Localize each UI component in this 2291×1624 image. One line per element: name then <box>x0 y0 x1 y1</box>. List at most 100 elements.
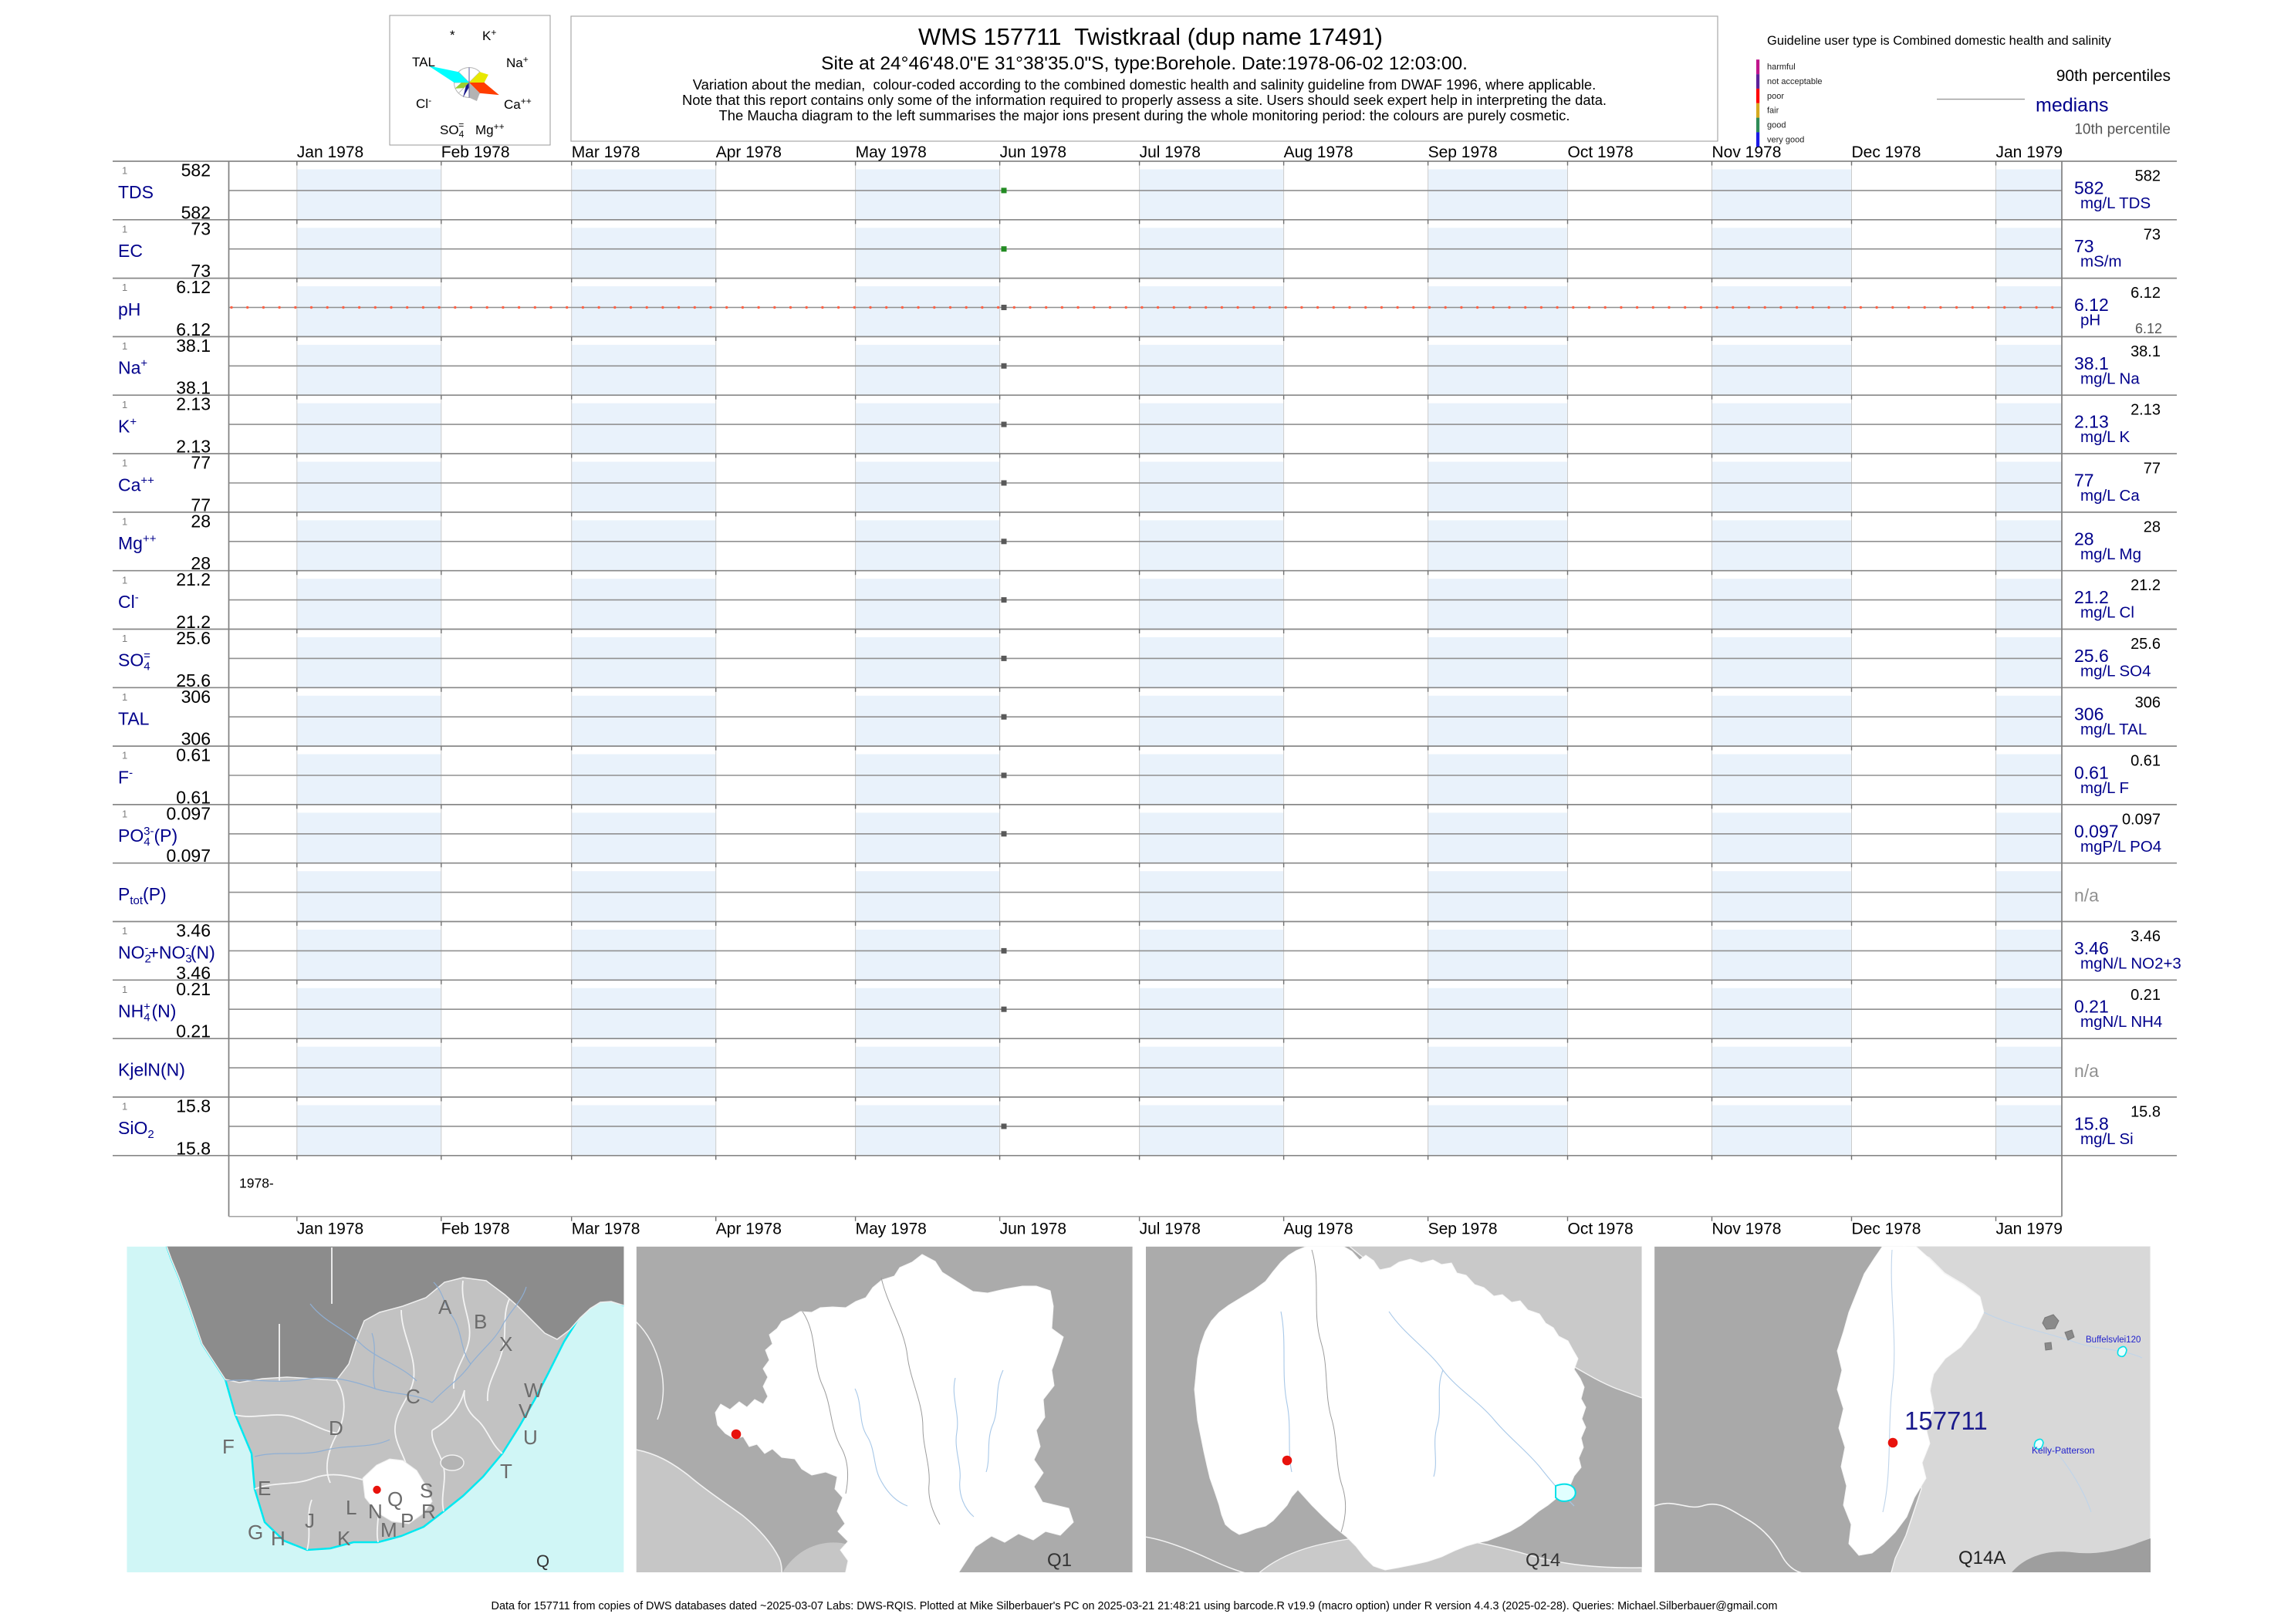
svg-text:F: F <box>222 1435 235 1458</box>
svg-text:15.8: 15.8 <box>176 1096 211 1116</box>
svg-text:306: 306 <box>181 687 211 707</box>
svg-text:pH: pH <box>2080 312 2100 329</box>
svg-text:mg/L Cl: mg/L Cl <box>2080 604 2134 622</box>
svg-text:mg/L F: mg/L F <box>2080 779 2129 797</box>
svg-text:2.13: 2.13 <box>2074 412 2109 432</box>
svg-text:Feb 1978: Feb 1978 <box>441 143 510 161</box>
svg-text:Nov 1978: Nov 1978 <box>1712 1221 1782 1238</box>
svg-text:21.2: 21.2 <box>2074 587 2109 607</box>
svg-text:1: 1 <box>122 516 127 528</box>
svg-text:Jan 1978: Jan 1978 <box>297 143 363 161</box>
svg-text:KjelN(N): KjelN(N) <box>118 1059 185 1079</box>
svg-text:medians: medians <box>2036 95 2109 116</box>
svg-text:77: 77 <box>191 495 211 515</box>
svg-text:28: 28 <box>191 511 211 531</box>
svg-text:Guideline user type is Combine: Guideline user type is Combined domestic… <box>1767 34 2111 48</box>
svg-text:582: 582 <box>2074 177 2103 198</box>
svg-text:SO4=: SO4= <box>118 650 150 674</box>
svg-text:0.21: 0.21 <box>176 979 211 999</box>
svg-text:6.12: 6.12 <box>2074 295 2109 315</box>
svg-text:mg/L Na: mg/L Na <box>2080 370 2140 387</box>
svg-text:Sep 1978: Sep 1978 <box>1428 143 1498 161</box>
svg-text:mg/L K: mg/L K <box>2080 428 2130 446</box>
svg-text:May 1978: May 1978 <box>856 1221 927 1238</box>
svg-text:Aug 1978: Aug 1978 <box>1284 1221 1353 1238</box>
svg-text:pH: pH <box>118 299 140 319</box>
svg-text:0.61: 0.61 <box>2074 763 2109 783</box>
svg-text:very good: very good <box>1767 135 1804 144</box>
svg-text:V: V <box>519 1399 532 1423</box>
svg-text:M: M <box>380 1518 397 1541</box>
svg-text:15.8: 15.8 <box>2074 1113 2109 1133</box>
svg-text:21.2: 21.2 <box>2130 577 2161 594</box>
svg-text:mgN/L NH4: mgN/L NH4 <box>2080 1013 2162 1031</box>
svg-text:NH4+(N): NH4+(N) <box>118 1001 176 1025</box>
svg-text:3.46: 3.46 <box>176 963 211 983</box>
svg-text:SO4=: SO4= <box>440 120 465 140</box>
svg-text:6.12: 6.12 <box>2135 321 2162 336</box>
svg-text:25.6: 25.6 <box>2074 646 2109 666</box>
svg-text:T: T <box>500 1460 512 1483</box>
svg-text:6.12: 6.12 <box>176 277 211 297</box>
svg-text:harmful: harmful <box>1767 62 1796 72</box>
svg-text:1: 1 <box>122 340 127 352</box>
svg-text:A: A <box>438 1295 452 1318</box>
svg-text:1: 1 <box>122 399 127 410</box>
svg-text:WMS 157711 Twistkraal (dup na: WMS 157711 Twistkraal (dup name 17491) <box>918 23 1383 50</box>
svg-text:157711: 157711 <box>1904 1406 1988 1435</box>
svg-text:306: 306 <box>2074 704 2103 724</box>
svg-text:38.1: 38.1 <box>176 336 211 356</box>
svg-text:TDS: TDS <box>118 182 154 202</box>
svg-text:1: 1 <box>122 457 127 469</box>
svg-text:PO43-(P): PO43-(P) <box>118 825 177 849</box>
svg-text:S: S <box>420 1479 433 1502</box>
svg-text:L: L <box>346 1496 356 1519</box>
svg-text:21.2: 21.2 <box>176 569 211 589</box>
svg-text:not acceptable: not acceptable <box>1767 77 1823 86</box>
svg-text:Dec 1978: Dec 1978 <box>1852 143 1921 161</box>
svg-text:E: E <box>258 1477 271 1500</box>
svg-text:582: 582 <box>181 202 211 222</box>
svg-text:J: J <box>305 1509 315 1532</box>
svg-text:K: K <box>337 1527 351 1550</box>
svg-text:1: 1 <box>122 282 127 293</box>
svg-text:0.097: 0.097 <box>166 846 211 866</box>
svg-text:Q: Q <box>387 1487 403 1511</box>
svg-text:Apr 1978: Apr 1978 <box>716 1221 782 1238</box>
svg-text:Q: Q <box>536 1551 549 1571</box>
svg-text:B: B <box>474 1310 487 1333</box>
svg-text:28: 28 <box>2074 528 2094 549</box>
svg-text:25.6: 25.6 <box>2130 636 2161 653</box>
svg-text:25.6: 25.6 <box>176 628 211 648</box>
svg-text:Kelly-Patterson: Kelly-Patterson <box>2032 1445 2094 1456</box>
svg-text:mg/L TAL: mg/L TAL <box>2080 721 2147 738</box>
svg-text:TAL: TAL <box>412 55 435 69</box>
svg-text:mg/L Mg: mg/L Mg <box>2080 545 2141 563</box>
svg-text:0.21: 0.21 <box>2074 997 2109 1017</box>
svg-text:U: U <box>523 1426 538 1449</box>
svg-text:1978-: 1978- <box>239 1176 274 1191</box>
svg-text:mgP/L PO4: mgP/L PO4 <box>2080 838 2161 856</box>
svg-text:0.21: 0.21 <box>176 1021 211 1042</box>
svg-text:73: 73 <box>2074 236 2094 256</box>
svg-text:1: 1 <box>122 984 127 995</box>
svg-text:Data for 157711 from copies of: Data for 157711 from copies of DWS datab… <box>492 1600 1778 1612</box>
svg-text:Site at 24°46'48.0"E 31°38'35.: Site at 24°46'48.0"E 31°38'35.0"S, type:… <box>821 53 1468 74</box>
svg-text:Jan 1978: Jan 1978 <box>297 1221 363 1238</box>
svg-text:15.8: 15.8 <box>176 1138 211 1158</box>
svg-text:TAL: TAL <box>118 708 150 728</box>
svg-text:73: 73 <box>191 261 211 281</box>
svg-text:mgN/L NO2+3: mgN/L NO2+3 <box>2080 954 2181 972</box>
svg-text:Nov 1978: Nov 1978 <box>1712 143 1782 161</box>
svg-text:1: 1 <box>122 1101 127 1112</box>
svg-text:2.13: 2.13 <box>176 394 211 414</box>
svg-text:Mar 1978: Mar 1978 <box>572 143 640 161</box>
svg-text:Feb 1978: Feb 1978 <box>441 1221 510 1238</box>
svg-text:77: 77 <box>2144 461 2161 478</box>
svg-text:Q14: Q14 <box>1526 1550 1560 1571</box>
svg-text:Aug 1978: Aug 1978 <box>1284 143 1353 161</box>
svg-text:0.21: 0.21 <box>2130 987 2161 1004</box>
svg-text:good: good <box>1767 121 1786 130</box>
svg-text:Oct 1978: Oct 1978 <box>1568 143 1634 161</box>
svg-text:3.46: 3.46 <box>2074 938 2109 958</box>
